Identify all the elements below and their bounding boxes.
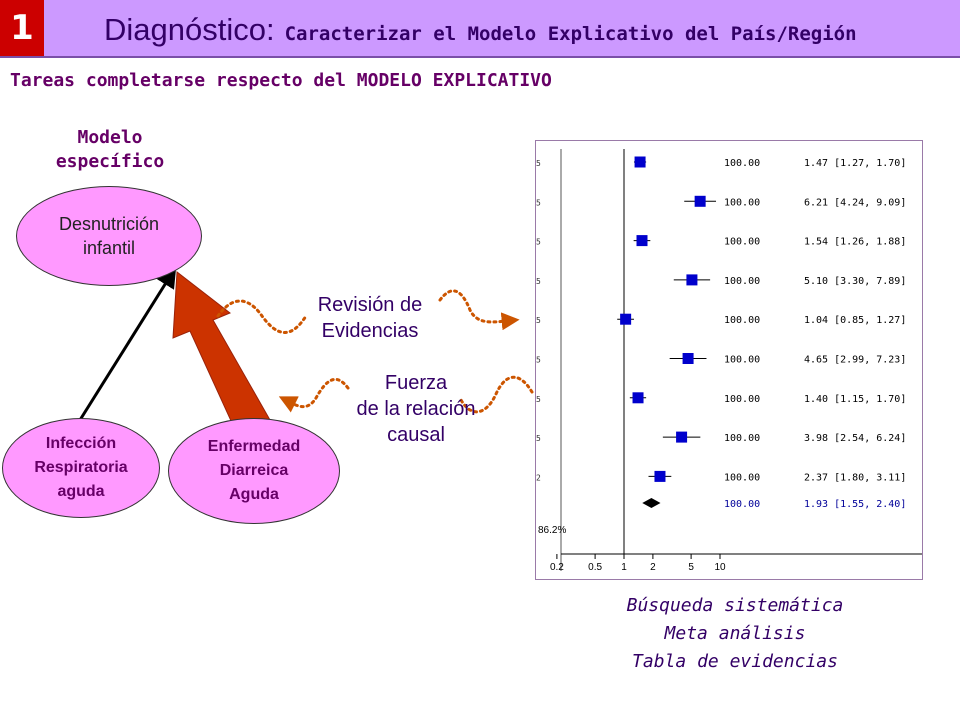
header-bar: 1 Diagnóstico: Caracterizar el Modelo Exp… [0, 0, 960, 58]
forest-row-label: 2 [536, 473, 541, 482]
title-main: Diagnóstico: [104, 12, 275, 47]
forest-ci-text: 1.54 [1.26, 1.88] [804, 237, 906, 248]
forest-estimate-marker [676, 431, 688, 443]
forest-row-label: 5 [536, 395, 541, 404]
node-diarrheal-disease: Enfermedad Diarreica Aguda [168, 418, 340, 524]
forest-weight: 100.00 [724, 433, 760, 444]
model-label-line: específico [55, 151, 165, 172]
dotted-arrow-strength-tail [278, 377, 350, 413]
node-line: Diarreica [219, 462, 289, 479]
node-line: Infección [45, 435, 117, 452]
forest-weight: 100.00 [724, 315, 760, 326]
caption-line: Búsqueda sistemática [626, 595, 844, 616]
forest-estimate-marker [632, 392, 644, 404]
forest-estimate-marker [694, 195, 706, 207]
forest-estimate-marker [620, 313, 632, 325]
caption-line: Tabla de evidencias [632, 651, 838, 672]
node-line: Enfermedad [207, 438, 301, 455]
model-label: Modelo específico [40, 126, 180, 174]
forest-estimate-marker [682, 353, 694, 364]
node-respiratory-infection: Infección Respiratoria aguda [2, 418, 160, 518]
dotted-arrow-review [216, 299, 308, 334]
label-causal-strength: Fuerza de la relación causal [336, 370, 496, 448]
forest-row-label: 5 [536, 198, 541, 207]
label-evidence-review: Revisión de Evidencias [300, 292, 440, 344]
forest-x-tick-label: 0.2 [550, 562, 564, 573]
forest-pooled-ci-text: 1.93 [1.55, 2.40] [804, 499, 906, 510]
forest-weight: 100.00 [724, 237, 760, 248]
forest-estimate-marker [636, 235, 648, 247]
forest-estimate-marker [654, 470, 666, 482]
label-line: Fuerza [384, 372, 448, 394]
node-line: aguda [57, 483, 105, 500]
forest-row-label: 5 [536, 434, 541, 443]
causal-arrow-respiratory [78, 266, 177, 421]
forest-weight: 100.00 [724, 394, 760, 405]
tasks-heading: Tareas completarse respecto del MODELO E… [10, 70, 552, 91]
forest-pooled-diamond [642, 498, 661, 508]
label-line: Evidencias [321, 320, 419, 342]
model-label-line: Modelo [77, 127, 143, 148]
forest-plot-svg: 5 100.00 1.47 [1.27, 1.70] 5 100.00 6.21 [4.2… [536, 149, 922, 573]
forest-ci-text: 3.98 [2.54, 6.24] [804, 433, 906, 444]
node-line: Desnutrición [58, 214, 160, 234]
forest-ci-text: 5.10 [3.30, 7.89] [804, 276, 906, 287]
dotted-arrow-review-tail [438, 289, 520, 331]
node-child-malnutrition: Desnutrición infantil [16, 186, 202, 286]
forest-row-label: 5 [536, 159, 541, 168]
step-badge: 1 [0, 0, 44, 56]
forest-x-tick-label: 2 [650, 562, 656, 573]
forest-ci-text: 1.40 [1.15, 1.70] [804, 394, 906, 405]
forest-pooled-weight: 100.00 [724, 499, 760, 510]
forest-row-label: 5 [536, 356, 541, 365]
caption-line: Meta análisis [664, 623, 806, 644]
forest-ci-text: 4.65 [2.99, 7.23] [804, 355, 906, 366]
forest-x-tick-label: 0.5 [588, 562, 602, 573]
forest-weight: 100.00 [724, 472, 760, 483]
forest-plot: 5 100.00 1.47 [1.27, 1.70] 5 100.00 6.21 [4.2… [535, 140, 923, 580]
forest-row-label: 5 [536, 316, 541, 325]
forest-row-label: 5 [536, 238, 541, 247]
forest-x-tick-label: 1 [621, 562, 627, 573]
forest-ci-text: 1.47 [1.27, 1.70] [804, 158, 906, 169]
forest-ci-text: 6.21 [4.24, 9.09] [804, 197, 906, 208]
page-title: Diagnóstico: Caracterizar el Modelo Expli… [104, 8, 857, 52]
label-line: causal [387, 424, 445, 446]
dotted-arrow-strength [458, 375, 534, 414]
forest-weight: 100.00 [724, 158, 760, 169]
node-line: Aguda [229, 486, 279, 503]
node-line: infantil [82, 238, 135, 258]
forest-estimate-marker [634, 156, 646, 168]
forest-row-label: 5 [536, 277, 541, 286]
label-line: de la relación [356, 398, 476, 420]
forest-x-tick-label: 5 [688, 562, 694, 573]
forest-x-tick-label: 10 [714, 562, 726, 573]
forest-heterogeneity: 86.2% [538, 525, 566, 536]
forest-weight: 100.00 [724, 197, 760, 208]
causal-arrow-diarrhea [172, 271, 271, 435]
forest-ci-text: 1.04 [0.85, 1.27] [804, 315, 906, 326]
evidence-caption: Búsqueda sistemática Meta análisis Tabla… [600, 592, 870, 676]
forest-estimate-marker [686, 274, 698, 286]
forest-weight: 100.00 [724, 276, 760, 287]
forest-ci-text: 2.37 [1.80, 3.11] [804, 472, 906, 483]
label-line: Revisión de [317, 294, 423, 316]
node-line: Respiratoria [34, 459, 128, 476]
title-subtitle: Caracterizar el Modelo Explicativo del P… [284, 23, 857, 45]
forest-weight: 100.00 [724, 355, 760, 366]
